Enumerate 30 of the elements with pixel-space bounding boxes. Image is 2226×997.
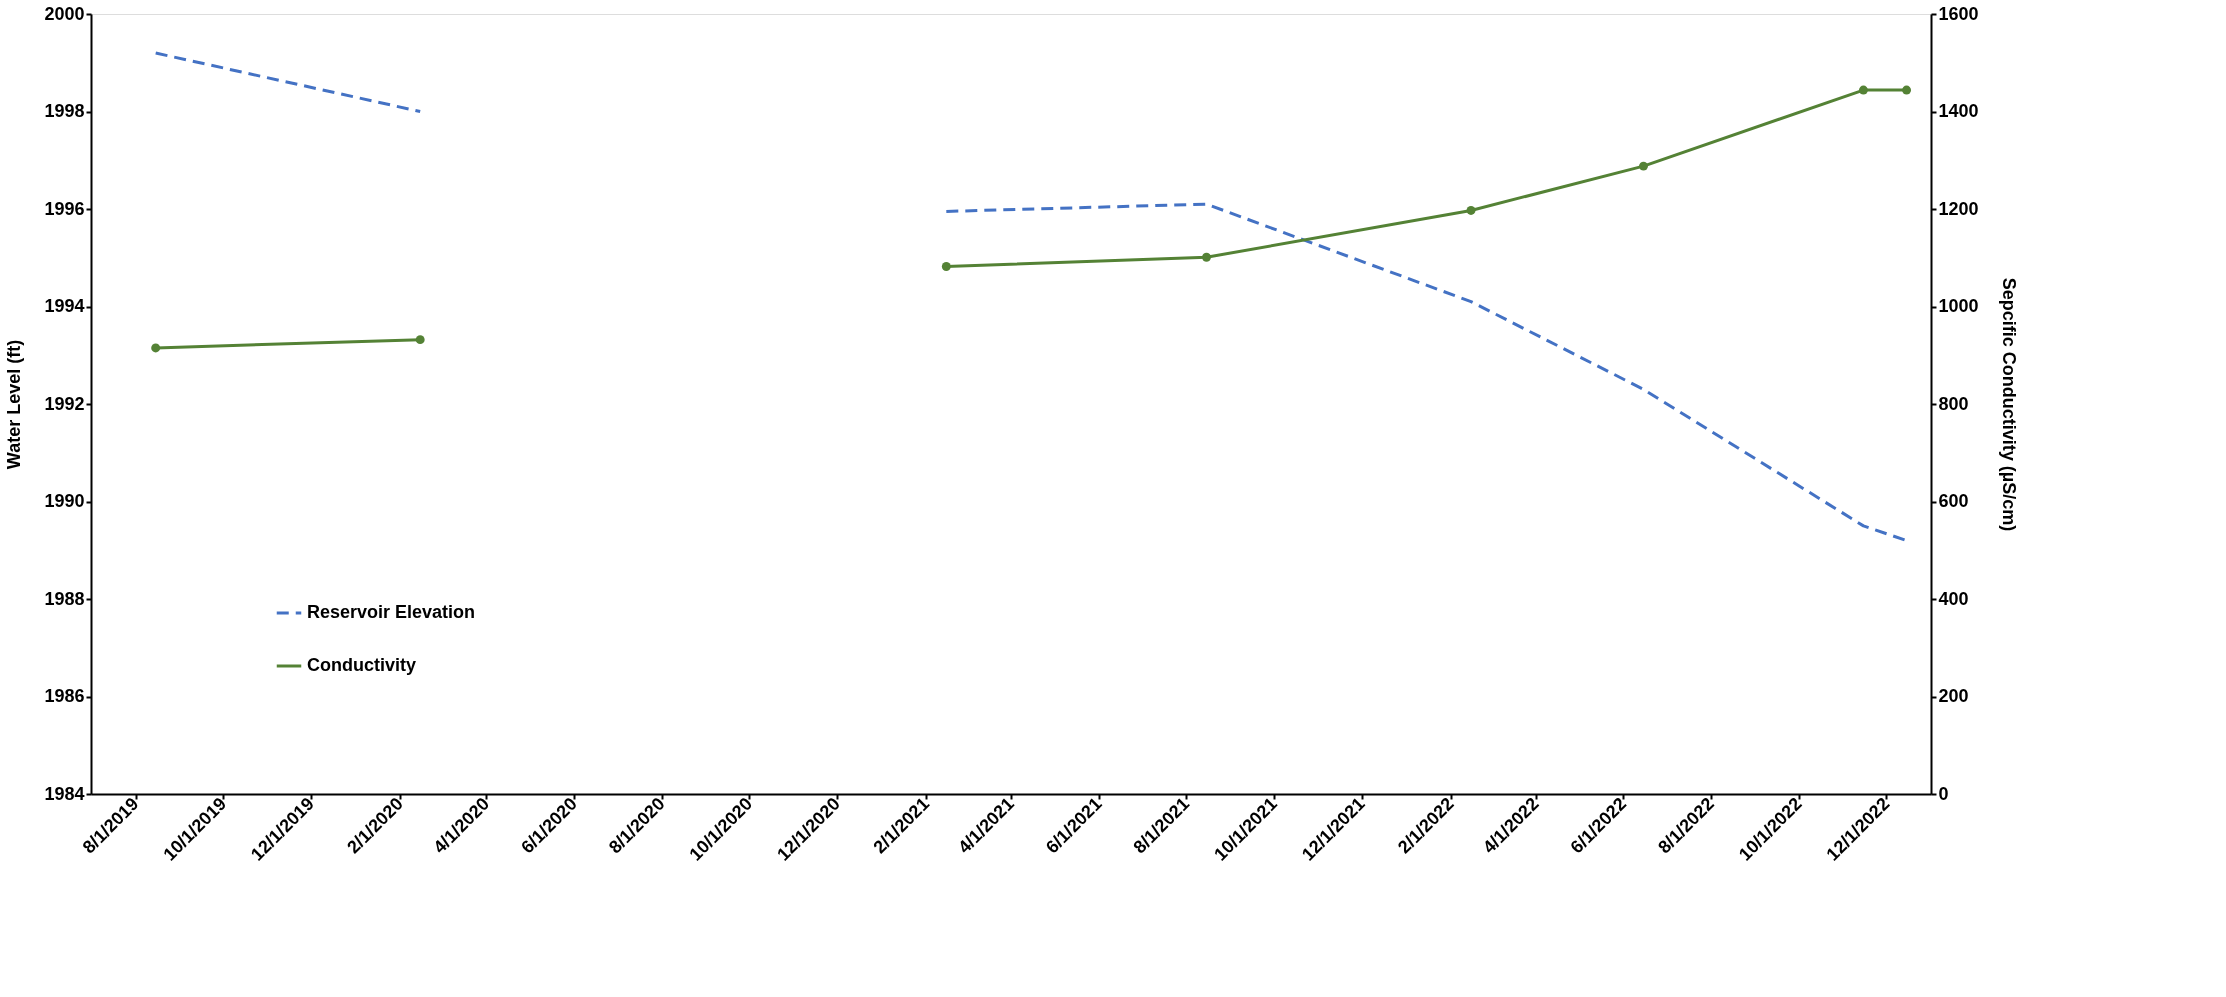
point (941, 262, 951, 271)
point (1858, 85, 1868, 95)
legend-label: Conductivity (307, 655, 417, 675)
y2-tick-label: 1400 (1938, 101, 1979, 121)
y-tick-label: 2000 (44, 3, 85, 24)
y2-tick-label: 1600 (1938, 3, 1979, 24)
y2-axis-title: Sepcific Conductivity (µS/cm) (1998, 277, 2019, 532)
y2-tick-label: 400 (1938, 588, 1969, 609)
y2-tick-label: 0 (1938, 783, 1949, 804)
y2-tick-label: 600 (1938, 491, 1969, 511)
y-tick-label: 1996 (44, 198, 85, 219)
point (1466, 206, 1476, 215)
point (415, 335, 425, 345)
y-tick-label: 1992 (44, 393, 85, 414)
y-tick-label: 1990 (44, 491, 85, 511)
y-tick-label: 1994 (44, 296, 85, 316)
y2-tick-label: 800 (1938, 393, 1969, 414)
y2-tick-label: 1000 (1938, 296, 1979, 316)
point (1902, 85, 1912, 95)
point (1202, 252, 1211, 262)
y-axis-title: Water Level (ft) (4, 339, 25, 470)
y2-tick-label: 200 (1938, 686, 1969, 706)
y-tick-label: 1984 (44, 783, 85, 804)
y2-tick-label: 1200 (1938, 198, 1979, 219)
legend-label: Reservoir Elevation (307, 602, 476, 622)
point (1639, 161, 1648, 171)
y-tick-label: 1998 (44, 101, 85, 121)
point (151, 343, 161, 353)
y-tick-label: 1988 (44, 588, 85, 609)
y-tick-label: 1986 (44, 686, 85, 706)
